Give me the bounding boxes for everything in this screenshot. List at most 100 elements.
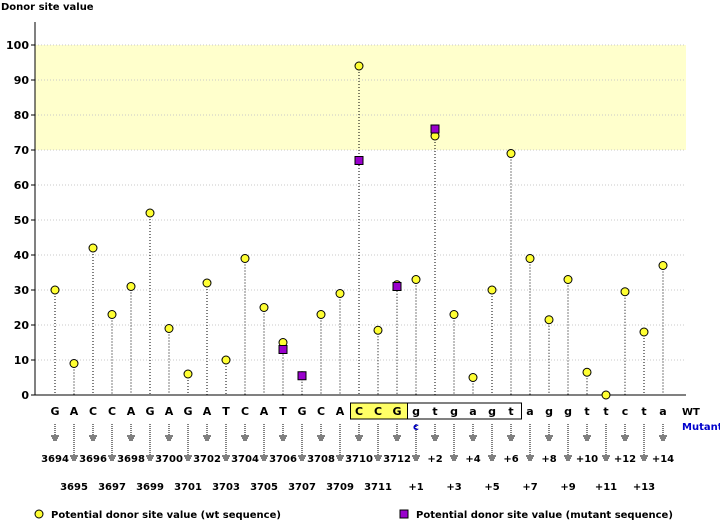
position-label: +13 [633, 482, 655, 493]
base-letter: g [564, 405, 572, 418]
position-label: 3696 [79, 454, 107, 465]
position-label: +14 [652, 454, 674, 465]
position-label: +7 [522, 482, 537, 493]
legend-wt-marker [34, 509, 44, 519]
y-tick-label: 40 [14, 249, 30, 262]
base-letter: G [50, 405, 59, 418]
position-tick [241, 424, 249, 441]
y-tick-label: 10 [14, 354, 30, 367]
wt-point-+1 [411, 275, 421, 284]
position-tick [203, 424, 211, 441]
position-label: 3711 [364, 482, 392, 493]
position-label: 3704 [231, 454, 259, 465]
wt-row-label: WT [682, 407, 700, 418]
base-letter: C [89, 405, 97, 418]
legend-mutant-marker [399, 509, 409, 519]
base-letter: t [584, 405, 589, 418]
position-tick [564, 424, 572, 461]
wt-point-+12 [620, 287, 630, 297]
y-tick-label: 90 [14, 74, 30, 87]
y-tick-label: 80 [14, 109, 30, 122]
wt-point-3695 [69, 359, 79, 368]
wt-point-3704 [240, 254, 250, 263]
position-tick [260, 424, 268, 461]
legend-mutant-label: Potential donor site value (mutant seque… [416, 510, 673, 520]
position-tick [469, 424, 477, 441]
base-letter: t [641, 405, 646, 418]
mutant-point-+2 [430, 124, 440, 134]
position-tick [393, 424, 401, 441]
wt-point-+14 [658, 261, 668, 270]
base-letter: C [108, 405, 116, 418]
position-label: 3708 [307, 454, 335, 465]
base-letter: G [297, 405, 306, 418]
position-label: 3695 [60, 482, 88, 493]
base-letter: G [183, 405, 192, 418]
position-label: +4 [465, 454, 480, 465]
position-label: +2 [427, 454, 442, 465]
y-tick-label: 20 [14, 319, 30, 332]
position-tick [602, 424, 610, 461]
base-letter: c [622, 405, 629, 418]
base-letter: a [526, 405, 533, 418]
base-letter: C [374, 405, 382, 418]
wt-point-3705 [259, 303, 269, 312]
mutant-point-3706 [278, 345, 288, 354]
wt-point-+4 [468, 373, 478, 382]
position-tick [336, 424, 344, 461]
wt-point-+11 [601, 390, 611, 400]
base-letter: t [603, 405, 608, 418]
position-label: +9 [560, 482, 575, 493]
base-letter: C [317, 405, 325, 418]
position-tick [450, 424, 458, 461]
base-letter: a [659, 405, 666, 418]
intron-box [407, 402, 522, 420]
position-tick [507, 424, 515, 441]
position-label: 3709 [326, 482, 354, 493]
position-tick [146, 424, 154, 461]
position-label: 3710 [345, 454, 373, 465]
position-tick [51, 424, 59, 441]
position-tick [317, 424, 325, 441]
position-tick [412, 424, 420, 461]
base-letter: A [165, 405, 174, 418]
position-label: 3698 [117, 454, 145, 465]
position-label: 3703 [212, 482, 240, 493]
position-tick [355, 424, 363, 441]
base-letter: A [260, 405, 269, 418]
base-letter: g [450, 405, 458, 418]
mutant-point-3712 [392, 282, 402, 291]
wt-point-+7 [525, 254, 535, 263]
base-letter: t [432, 405, 437, 418]
wt-point-3710 [354, 61, 364, 71]
y-tick-label: 30 [14, 284, 30, 297]
position-label: 3712 [383, 454, 411, 465]
position-tick [545, 424, 553, 441]
position-tick [374, 424, 382, 461]
base-letter: t [508, 405, 513, 418]
position-tick [127, 424, 135, 441]
base-letter: A [203, 405, 212, 418]
position-tick [431, 424, 439, 441]
position-label: +1 [408, 482, 423, 493]
base-letter: g [412, 405, 420, 418]
y-tick-label: 0 [21, 389, 29, 402]
wt-point-3698 [126, 282, 136, 291]
position-label: +12 [614, 454, 636, 465]
position-tick [526, 424, 534, 461]
base-letter: g [488, 405, 496, 418]
position-tick [298, 424, 306, 461]
base-letter: C [241, 405, 249, 418]
wt-point-+6 [506, 149, 516, 158]
wt-point-3700 [164, 324, 174, 333]
mutant-row-label: Mutant [682, 422, 720, 433]
position-tick [108, 424, 116, 461]
wt-point-+13 [639, 327, 649, 337]
position-label: 3706 [269, 454, 297, 465]
base-letter: A [70, 405, 79, 418]
wt-point-3699 [145, 208, 155, 218]
base-letter: g [545, 405, 553, 418]
wt-point-+8 [544, 315, 554, 325]
base-letter: A [127, 405, 136, 418]
